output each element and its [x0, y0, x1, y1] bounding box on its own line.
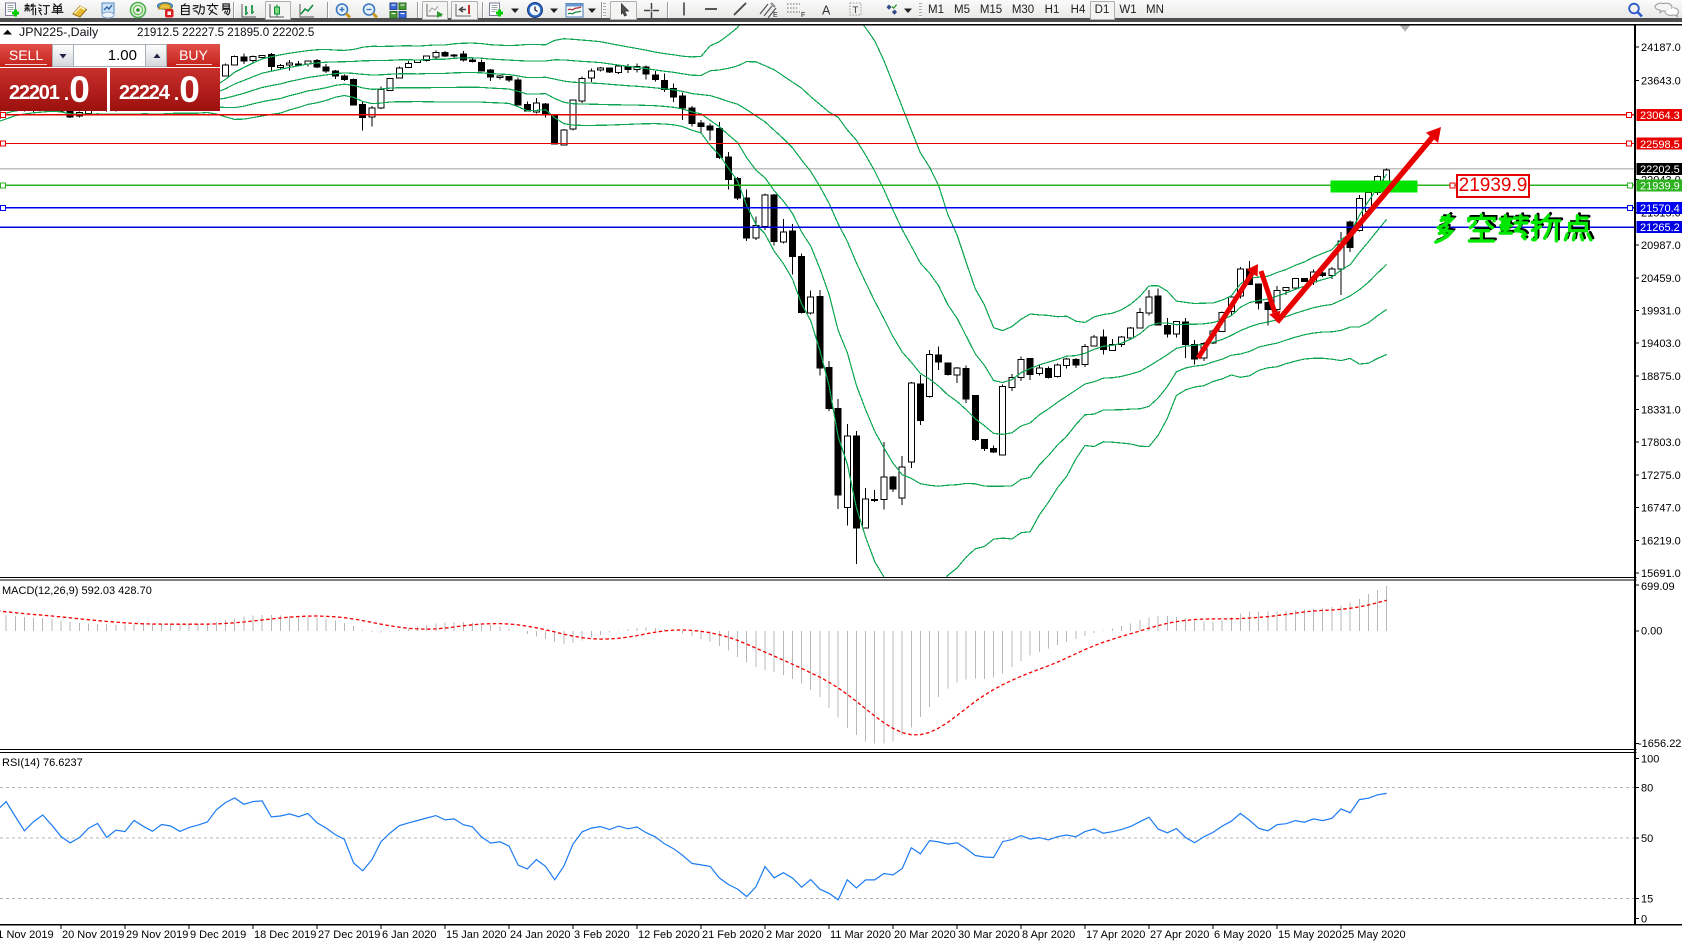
- svg-text:21939.9: 21939.9: [1640, 181, 1680, 193]
- svg-text:9 Dec 2019: 9 Dec 2019: [190, 929, 246, 941]
- svg-text:25 May 2020: 25 May 2020: [1342, 929, 1406, 941]
- svg-text:23064.3: 23064.3: [1640, 110, 1680, 122]
- svg-text:15: 15: [1641, 893, 1653, 905]
- svg-text:18 Dec 2019: 18 Dec 2019: [254, 929, 316, 941]
- svg-text:2 Mar 2020: 2 Mar 2020: [766, 929, 822, 941]
- svg-text:-1656.22: -1656.22: [1638, 738, 1681, 750]
- svg-text:11 Mar 2020: 11 Mar 2020: [830, 929, 891, 941]
- svg-text:17803.0: 17803.0: [1641, 437, 1681, 449]
- svg-text:19931.0: 19931.0: [1641, 306, 1681, 318]
- svg-text:15 Jan 2020: 15 Jan 2020: [446, 929, 507, 941]
- svg-text:E: E: [773, 12, 778, 19]
- svg-text:17275.0: 17275.0: [1641, 470, 1681, 482]
- svg-text:20 Nov 2019: 20 Nov 2019: [62, 929, 124, 941]
- svg-text:0: 0: [1641, 914, 1647, 926]
- svg-text:22598.5: 22598.5: [1640, 139, 1680, 151]
- svg-text:29 Nov 2019: 29 Nov 2019: [126, 929, 188, 941]
- svg-text:21 Feb 2020: 21 Feb 2020: [702, 929, 764, 941]
- svg-text:20987.0: 20987.0: [1641, 240, 1681, 252]
- svg-text:15691.0: 15691.0: [1641, 568, 1681, 580]
- svg-text:80: 80: [1641, 782, 1653, 794]
- svg-text:T: T: [853, 5, 859, 16]
- svg-text:24 Jan 2020: 24 Jan 2020: [510, 929, 571, 941]
- svg-text:12 Feb 2020: 12 Feb 2020: [638, 929, 700, 941]
- svg-text:11 Nov 2019: 11 Nov 2019: [0, 929, 54, 941]
- svg-text:3 Feb 2020: 3 Feb 2020: [574, 929, 630, 941]
- svg-text:A: A: [822, 4, 831, 18]
- svg-text:21912.5 22227.5 21895.0 22202.: 21912.5 22227.5 21895.0 22202.5: [137, 26, 314, 39]
- svg-text:23643.0: 23643.0: [1641, 76, 1681, 88]
- svg-text:0.00: 0.00: [1641, 625, 1662, 637]
- svg-text:6 May 2020: 6 May 2020: [1214, 929, 1271, 941]
- svg-text:30 Mar 2020: 30 Mar 2020: [958, 929, 1020, 941]
- svg-text:18331.0: 18331.0: [1641, 405, 1681, 417]
- svg-text:JPN225-,Daily: JPN225-,Daily: [19, 25, 99, 39]
- svg-text:16747.0: 16747.0: [1641, 503, 1681, 515]
- svg-text:21265.2: 21265.2: [1640, 222, 1680, 234]
- svg-text:F: F: [801, 12, 805, 19]
- svg-text:17 Apr 2020: 17 Apr 2020: [1086, 929, 1145, 941]
- svg-text:100: 100: [1641, 754, 1659, 766]
- svg-text:16219.0: 16219.0: [1641, 535, 1681, 547]
- svg-text:22202.5: 22202.5: [1640, 164, 1680, 176]
- svg-text:RSI(14) 76.6237: RSI(14) 76.6237: [2, 757, 83, 769]
- svg-text:20459.0: 20459.0: [1641, 273, 1681, 285]
- svg-text:20 Mar 2020: 20 Mar 2020: [894, 929, 956, 941]
- svg-text:18875.0: 18875.0: [1641, 371, 1681, 383]
- svg-text:8 Apr 2020: 8 Apr 2020: [1022, 929, 1075, 941]
- svg-text:15 May 2020: 15 May 2020: [1278, 929, 1342, 941]
- svg-text:27 Dec 2019: 27 Dec 2019: [318, 929, 380, 941]
- svg-text:699.09: 699.09: [1641, 581, 1675, 593]
- svg-text:50: 50: [1641, 833, 1653, 845]
- svg-text:MACD(12,26,9) 592.03 428.70: MACD(12,26,9) 592.03 428.70: [2, 585, 152, 597]
- svg-text:21570.4: 21570.4: [1640, 203, 1680, 215]
- svg-text:6 Jan 2020: 6 Jan 2020: [382, 929, 436, 941]
- svg-text:19403.0: 19403.0: [1641, 338, 1681, 350]
- svg-text:27 Apr 2020: 27 Apr 2020: [1150, 929, 1209, 941]
- svg-text:24187.0: 24187.0: [1641, 42, 1681, 54]
